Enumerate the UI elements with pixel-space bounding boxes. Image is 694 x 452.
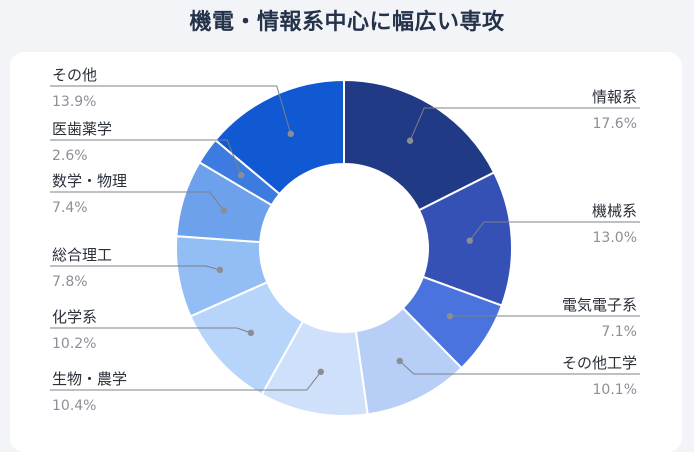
slice-label-5: 化学系: [52, 308, 97, 326]
slice-label-0: 情報系: [592, 88, 637, 106]
slice-label-3: その他工学: [562, 354, 637, 372]
slice-value-1: 13.0%: [593, 230, 637, 246]
leader-dot-9: [288, 131, 294, 137]
leader-dot-0: [407, 138, 413, 144]
slice-value-8: 2.6%: [52, 148, 88, 164]
slice-label-4: 生物・農学: [52, 370, 127, 388]
slice-label-6: 総合理工: [52, 246, 112, 264]
leader-dot-7: [221, 207, 227, 213]
slice-value-0: 17.6%: [593, 116, 637, 132]
slice-value-5: 10.2%: [52, 336, 96, 352]
slice-value-9: 13.9%: [52, 94, 96, 110]
slice-value-3: 10.1%: [593, 382, 637, 398]
leader-dot-5: [248, 330, 254, 336]
slice-value-7: 7.4%: [52, 200, 88, 216]
slice-label-2: 電気電子系: [562, 296, 637, 314]
slice-value-6: 7.8%: [52, 274, 88, 290]
leader-dot-4: [318, 369, 324, 375]
slice-label-9: その他: [52, 66, 97, 84]
leader-dot-3: [397, 358, 403, 364]
leader-dot-8: [238, 172, 244, 178]
leader-dot-6: [217, 267, 223, 273]
donut-chart: 情報系 17.6% 機械系 13.0% 電気電子系 7.1% その他工学 10.1% 生物・農学…: [0, 0, 694, 432]
slice-value-4: 10.4%: [52, 398, 96, 414]
slice-label-7: 数学・物理: [52, 172, 127, 190]
leader-dot-1: [467, 237, 473, 243]
leader-dot-2: [447, 313, 453, 319]
slice-label-8: 医歯薬学: [52, 120, 112, 138]
slice-label-1: 機械系: [592, 202, 637, 220]
slice-value-2: 7.1%: [601, 324, 637, 340]
